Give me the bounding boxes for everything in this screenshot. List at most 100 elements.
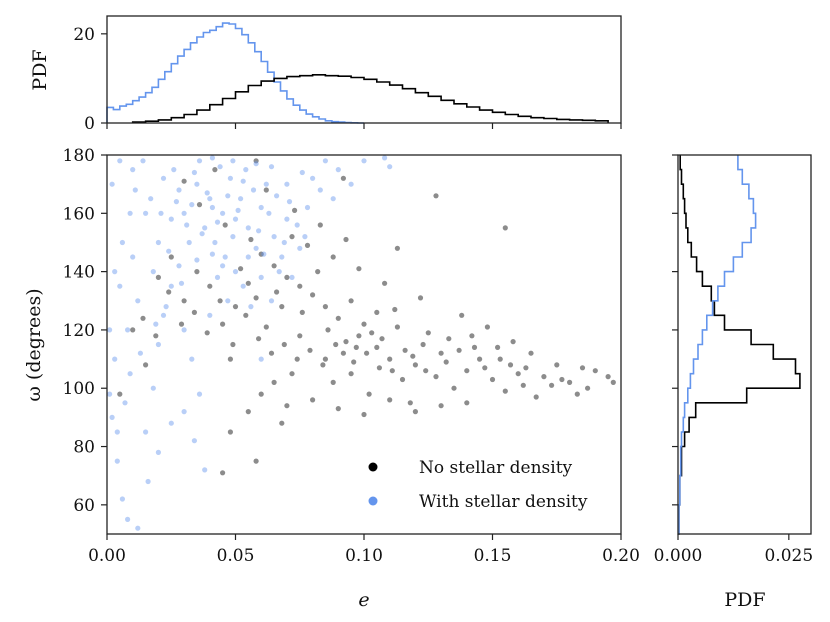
right-histogram-panel: 0.000 0.025 PDF [654, 154, 813, 611]
scatter-point [127, 210, 133, 216]
top-y-label: PDF [29, 49, 51, 90]
scatter-point [410, 353, 416, 359]
scatter-point [394, 245, 400, 251]
scatter-point [351, 359, 357, 365]
scatter-point [369, 330, 375, 336]
scatter-point [186, 239, 192, 246]
scatter-point [245, 409, 251, 415]
scatter-point [207, 196, 213, 202]
scatter-point [353, 344, 359, 350]
scatter-point [281, 239, 287, 246]
y-tick-label: 60 [73, 496, 95, 516]
scatter-point [464, 368, 470, 374]
scatter-point [307, 347, 313, 353]
top-hist-series-0 [106, 22, 364, 124]
scatter-point [155, 449, 161, 455]
scatter-point [178, 280, 185, 286]
top-panel-ticks: 0 20 [73, 25, 622, 134]
scatter-point [117, 283, 123, 289]
scatter-point [181, 409, 187, 415]
right-histogram-series [678, 155, 801, 535]
scatter-point [253, 295, 259, 301]
scatter-point [232, 216, 239, 222]
scatter-point [253, 161, 259, 167]
scatter-point [315, 269, 321, 275]
scatter-point [510, 339, 516, 345]
right-x-label: PDF [724, 589, 765, 611]
scatter-point [150, 269, 156, 275]
scatter-point [189, 356, 195, 362]
scatter-point [579, 365, 586, 371]
scatter-point [407, 400, 413, 406]
scatter-point [127, 371, 133, 377]
scatter-point [153, 321, 159, 327]
scatter-point [181, 210, 187, 216]
scatter-point [245, 225, 251, 231]
scatter-point [322, 356, 328, 362]
scatter-point [230, 158, 236, 164]
scatter-point [155, 239, 161, 246]
scatter-point [541, 374, 547, 380]
scatter-point [166, 248, 172, 254]
right-hist-series-1 [678, 155, 757, 535]
scatter-point [222, 222, 228, 228]
scatter-point [150, 385, 156, 391]
scatter-point [343, 339, 349, 345]
scatter-point [235, 207, 241, 213]
scatter-point [145, 478, 151, 485]
scatter-point [225, 193, 231, 199]
scatter-point [471, 344, 478, 350]
scatter-point [230, 234, 236, 240]
y-tick-label: 180 [63, 146, 95, 166]
scatter-point [148, 196, 154, 202]
scatter-point [477, 356, 483, 362]
scatter-point [297, 333, 303, 339]
y-tick-label: 140 [63, 263, 95, 283]
scatter-point [387, 356, 393, 362]
scatter-point [423, 368, 429, 374]
scatter-point [443, 359, 449, 365]
scatter-point [497, 356, 503, 362]
scatter-point [212, 239, 218, 246]
scatter-point [456, 347, 462, 353]
scatter-point [330, 196, 336, 202]
scatter-point [348, 298, 354, 304]
scatter-point [238, 266, 244, 272]
scatter-point [143, 362, 149, 368]
scatter-point [220, 470, 226, 476]
scatter-point [238, 196, 244, 202]
scatter-point [284, 274, 290, 280]
top-histogram-panel: 0 20 PDF [29, 15, 622, 134]
scatter-point [330, 379, 336, 385]
scatter-point [194, 257, 200, 263]
scatter-point [258, 204, 264, 211]
scatter-point [163, 304, 169, 310]
scatter-point [160, 312, 167, 318]
scatter-point [109, 181, 115, 187]
scatter-point [322, 304, 328, 310]
scatter-point [230, 341, 236, 348]
scatter-point [220, 321, 226, 327]
scatter-point [258, 251, 264, 257]
scatter-point [271, 234, 277, 240]
scatter-point [135, 525, 141, 531]
right-hist-series-0 [678, 155, 801, 535]
scatter-point [335, 167, 341, 173]
scatter-point [112, 356, 118, 362]
scatter-point [130, 254, 136, 260]
scatter-series-1 [107, 155, 393, 531]
scatter-point [204, 190, 210, 196]
scatter-point [114, 458, 120, 464]
scatter-point [438, 403, 444, 409]
scatter-point [240, 283, 246, 289]
scatter-point [107, 327, 113, 333]
scatter-point [130, 167, 136, 173]
x-tick-label: 0.20 [602, 546, 640, 566]
scatter-point [263, 324, 269, 330]
scatter-point [263, 181, 269, 187]
scatter-point [140, 158, 146, 164]
scatter-point [399, 376, 406, 383]
scatter-point [284, 181, 290, 187]
scatter-point [114, 429, 120, 435]
